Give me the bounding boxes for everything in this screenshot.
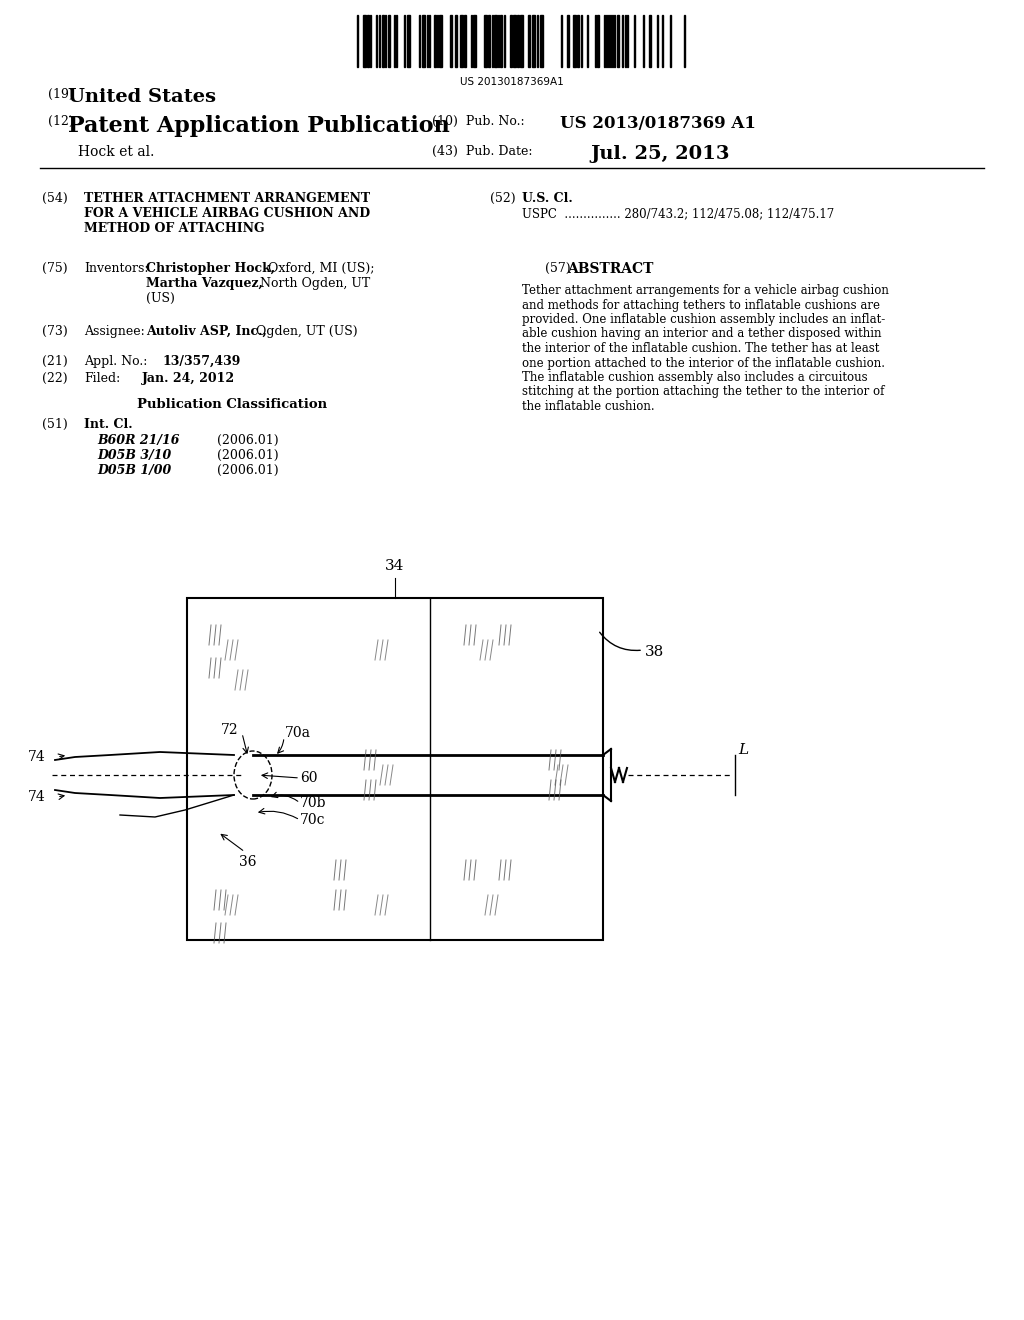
Text: ABSTRACT: ABSTRACT [567,261,653,276]
Text: Tether attachment arrangements for a vehicle airbag cushion: Tether attachment arrangements for a veh… [522,284,889,297]
Text: (57): (57) [545,261,570,275]
Text: 74: 74 [29,789,46,804]
Text: USPC  ............... 280/743.2; 112/475.08; 112/475.17: USPC ............... 280/743.2; 112/475.… [522,207,835,220]
Bar [513,15,516,67]
Text: Jan. 24, 2012: Jan. 24, 2012 [142,372,236,385]
Bar [367,15,369,67]
Text: 38: 38 [645,645,665,659]
Text: 70b: 70b [300,796,327,810]
Text: North Ogden, UT: North Ogden, UT [256,277,371,290]
Bar [464,15,466,67]
Text: METHOD OF ATTACHING: METHOD OF ATTACHING [84,222,264,235]
Bar [362,15,366,67]
Text: (52): (52) [490,191,516,205]
Bar [460,15,463,67]
Text: Inventors:: Inventors: [84,261,148,275]
Text: (12): (12) [48,115,74,128]
Text: Hock et al.: Hock et al. [78,145,155,158]
Text: (54): (54) [42,191,68,205]
Text: Martha Vazquez,: Martha Vazquez, [146,277,263,290]
Text: (51): (51) [42,418,68,432]
Text: United States: United States [68,88,216,106]
Text: Assignee:: Assignee: [84,325,144,338]
Text: 70c: 70c [300,813,326,828]
Text: and methods for attaching tethers to inflatable cushions are: and methods for attaching tethers to inf… [522,298,880,312]
Text: (2006.01): (2006.01) [217,449,279,462]
Text: (10)  Pub. No.:: (10) Pub. No.: [432,115,524,128]
Text: Oxford, MI (US);: Oxford, MI (US); [264,261,375,275]
Bar [450,15,452,67]
Bar [500,15,502,67]
Text: Jul. 25, 2013: Jul. 25, 2013 [590,145,729,162]
Text: (75): (75) [42,261,68,275]
Bar [540,15,543,67]
Bar [520,15,523,67]
Text: the inflatable cushion.: the inflatable cushion. [522,400,654,413]
Text: D05B 1/00: D05B 1/00 [97,465,171,477]
Text: 60: 60 [300,771,317,785]
Text: stitching at the portion attaching the tether to the interior of: stitching at the portion attaching the t… [522,385,885,399]
Bar [567,15,569,67]
Text: (43)  Pub. Date:: (43) Pub. Date: [432,145,532,158]
Bar [484,15,487,67]
Bar [187,598,603,940]
Text: 13/357,439: 13/357,439 [162,355,241,368]
Text: (2006.01): (2006.01) [217,434,279,447]
Text: Christopher Hock,: Christopher Hock, [146,261,275,275]
Text: (2006.01): (2006.01) [217,465,279,477]
Bar [528,15,530,67]
Text: Appl. No.:: Appl. No.: [84,355,147,368]
Text: U.S. Cl.: U.S. Cl. [522,191,572,205]
Text: D05B 3/10: D05B 3/10 [97,449,171,462]
Bar [388,15,390,67]
Text: (73): (73) [42,325,68,338]
Text: 70a: 70a [285,726,311,741]
Bar [573,15,575,67]
Bar [455,15,457,67]
Bar [532,15,535,67]
FancyArrowPatch shape [600,632,640,651]
Text: (22): (22) [42,372,68,385]
Text: 74: 74 [29,750,46,764]
Text: one portion attached to the interior of the inflatable cushion.: one portion attached to the interior of … [522,356,885,370]
Text: B60R 21/16: B60R 21/16 [97,434,179,447]
Text: (US): (US) [146,292,175,305]
Bar [617,15,618,67]
Bar [382,15,384,67]
Bar [473,15,476,67]
Bar [407,15,410,67]
Bar [597,15,599,67]
Bar [494,15,497,67]
Text: 36: 36 [240,855,257,869]
Bar [510,15,512,67]
Text: (21): (21) [42,355,68,368]
Text: 34: 34 [385,558,404,573]
Text: 72: 72 [220,723,238,737]
Text: (19): (19) [48,88,74,102]
Bar [577,15,579,67]
Text: US 20130187369A1: US 20130187369A1 [460,77,564,87]
Bar [434,15,436,67]
Text: Filed:: Filed: [84,372,120,385]
Text: Int. Cl.: Int. Cl. [84,418,133,432]
Bar [439,15,442,67]
Text: Publication Classification: Publication Classification [137,399,327,411]
Bar [422,15,425,67]
Text: FOR A VEHICLE AIRBAG CUSHION AND: FOR A VEHICLE AIRBAG CUSHION AND [84,207,370,220]
Bar [517,15,519,67]
Text: The inflatable cushion assembly also includes a circuitous: The inflatable cushion assembly also inc… [522,371,867,384]
Text: US 2013/0187369 A1: US 2013/0187369 A1 [560,115,756,132]
Text: Patent Application Publication: Patent Application Publication [68,115,450,137]
Text: TETHER ATTACHMENT ARRANGEMENT: TETHER ATTACHMENT ARRANGEMENT [84,191,370,205]
Text: the interior of the inflatable cushion. The tether has at least: the interior of the inflatable cushion. … [522,342,880,355]
Text: able cushion having an interior and a tether disposed within: able cushion having an interior and a te… [522,327,882,341]
Bar [649,15,651,67]
Text: L: L [738,743,749,756]
Text: Ogden, UT (US): Ogden, UT (US) [252,325,357,338]
Text: provided. One inflatable cushion assembly includes an inflat-: provided. One inflatable cushion assembl… [522,313,886,326]
Text: Autoliv ASP, Inc.,: Autoliv ASP, Inc., [146,325,267,338]
Bar [488,15,490,67]
